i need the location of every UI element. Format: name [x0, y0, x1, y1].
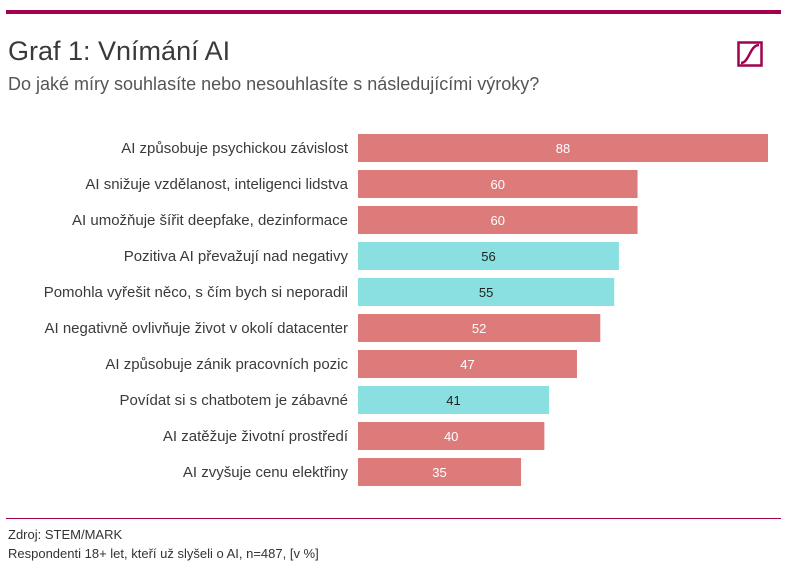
bottom-rule: [6, 518, 781, 519]
category-label: AI zatěžuje životní prostředí: [163, 428, 349, 445]
category-label: AI způsobuje zánik pracovních pozic: [105, 356, 348, 373]
value-label: 40: [444, 429, 458, 444]
value-label: 52: [472, 321, 486, 336]
bar: [358, 170, 638, 198]
category-label: Pozitiva AI převažují nad negativy: [124, 248, 349, 265]
value-label: 47: [460, 357, 474, 372]
chart-title: Graf 1: Vnímání AI: [8, 36, 231, 66]
bar: [358, 242, 619, 270]
bar: [358, 458, 522, 486]
bar: [358, 278, 615, 306]
bar: [358, 386, 550, 414]
value-label: 88: [556, 141, 570, 156]
category-label: Povídat si s chatbotem je zábavné: [120, 392, 348, 409]
category-label: AI negativně ovlivňuje život v okolí dat…: [44, 320, 348, 337]
top-rule: [6, 10, 781, 14]
value-label: 60: [491, 177, 505, 192]
stem-mark-logo-icon: [737, 41, 763, 67]
chart-subtitle: Do jaké míry souhlasíte nebo nesouhlasít…: [8, 74, 540, 94]
value-label: 56: [481, 249, 495, 264]
category-label: AI umožňuje šířit deepfake, dezinformace: [72, 212, 348, 229]
bar: [358, 314, 601, 342]
value-label: 35: [432, 465, 446, 480]
value-label: 60: [491, 213, 505, 228]
bar-chart: AI způsobuje psychickou závislost 88 AI sn…: [44, 134, 768, 486]
category-label: Pomohla vyřešit něco, s čím bych si nepo…: [44, 284, 348, 301]
bar: [358, 350, 577, 378]
bar: [358, 206, 638, 234]
category-label: AI snižuje vzdělanost, inteligenci lidst…: [85, 176, 348, 193]
respondents-note: Respondenti 18+ let, kteří už slyšeli o …: [8, 546, 319, 561]
value-label: 55: [479, 285, 493, 300]
source-text: Zdroj: STEM/MARK: [8, 527, 123, 542]
value-label: 41: [446, 393, 460, 408]
category-label: AI způsobuje psychickou závislost: [121, 140, 349, 157]
bar: [358, 134, 768, 162]
category-label: AI zvyšuje cenu elektřiny: [183, 464, 349, 481]
bar: [358, 422, 545, 450]
